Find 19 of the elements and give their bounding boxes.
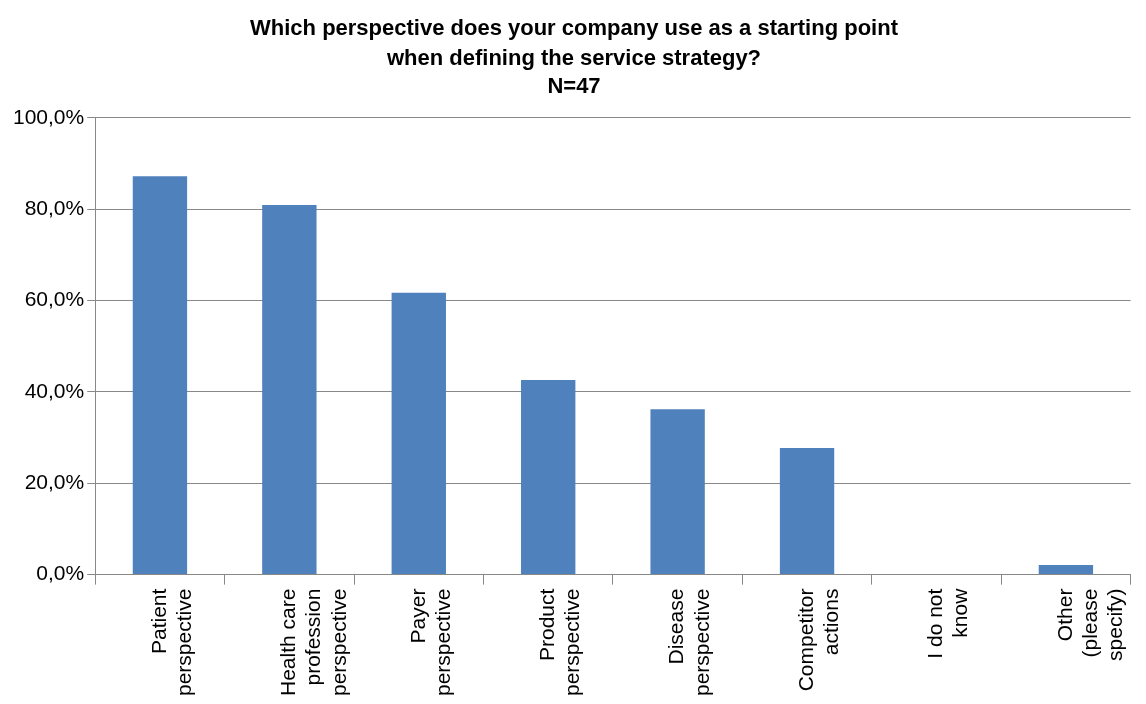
x-tick-label: Patient perspective [146,588,195,696]
bar [1038,565,1094,575]
bar [391,292,446,575]
bar [779,448,835,575]
bar [650,409,705,575]
bar [132,176,188,575]
x-tick-label: Other (please specify) [1052,588,1127,661]
y-tick-label: 60,0% [24,287,85,311]
y-tick-label: 80,0% [24,195,85,219]
chart-subtitle: N=47 [547,72,601,98]
bar [262,205,317,575]
y-tick-label: 40,0% [24,378,85,402]
bar [521,380,576,575]
x-tick-label: Competitor actions [793,588,843,692]
x-tick-label: I do not know [923,587,972,659]
y-tick-label: 20,0% [24,470,85,494]
y-tick-label: 100,0% [12,104,85,128]
y-tick-label: 0,0% [36,561,85,585]
chart-title: Which perspective does your company use as a starting point when defining the service strategy? [250,14,899,70]
